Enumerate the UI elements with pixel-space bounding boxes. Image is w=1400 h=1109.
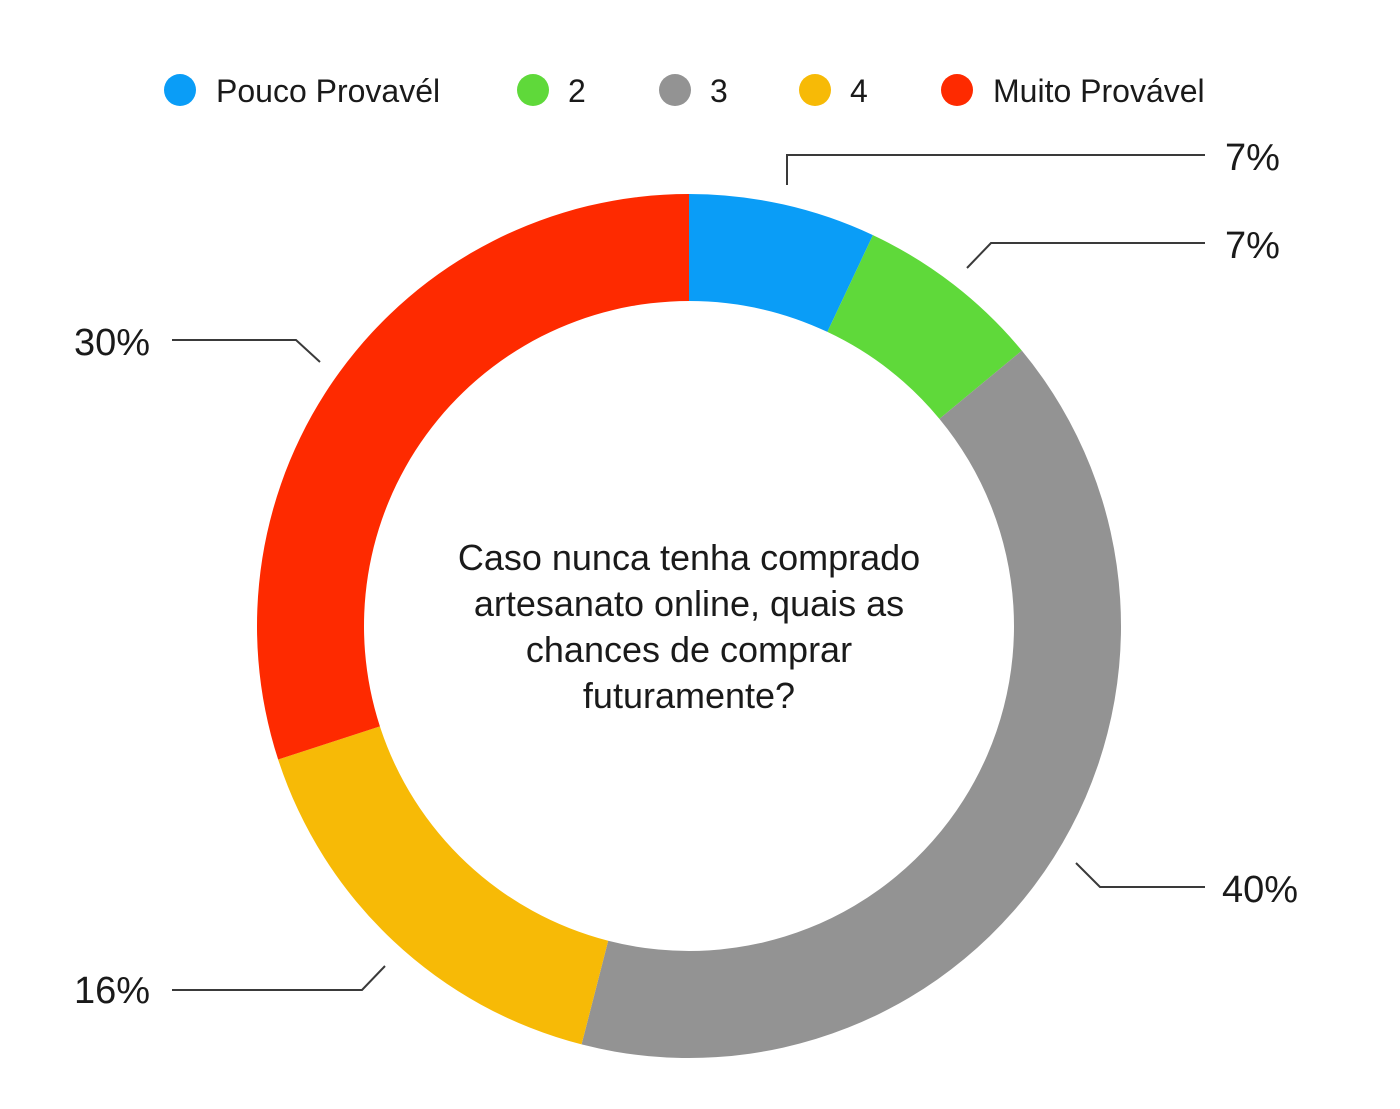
- legend-dot-0: [164, 74, 196, 106]
- slice-labels: 7% 7% 40% 16% 30%: [74, 137, 1298, 1012]
- slice-3: [581, 350, 1121, 1059]
- slice-value-label-3: 16%: [74, 970, 150, 1012]
- leader-line-4: [172, 339, 321, 363]
- slice-muito-provável: [256, 194, 689, 760]
- chart-title-line-3: futuramente?: [583, 675, 795, 716]
- slice-value-label-4: 30%: [74, 322, 150, 364]
- leader-line-3: [172, 965, 386, 991]
- legend-label-3: 4: [850, 73, 868, 109]
- chart-title-line-0: Caso nunca tenha comprado: [458, 537, 920, 578]
- legend-label-1: 2: [568, 73, 586, 109]
- chart-title: Caso nunca tenha comprado artesanato onli…: [458, 537, 920, 716]
- leader-line-2: [1075, 862, 1205, 888]
- chart-legend: Pouco Provavél 2 3 4 Muito Provável: [164, 73, 1205, 109]
- legend-label-2: 3: [710, 73, 728, 109]
- slice-2: [827, 235, 1022, 419]
- leader-line-1: [966, 242, 1205, 269]
- slice-value-label-1: 7%: [1225, 225, 1280, 267]
- legend-dot-3: [799, 74, 831, 106]
- chart-title-line-2: chances de comprar: [526, 629, 852, 670]
- chart-title-line-1: artesanato online, quais as: [474, 583, 904, 624]
- legend-dot-1: [517, 74, 549, 106]
- slice-4: [278, 726, 609, 1045]
- slice-pouco-provavél: [689, 194, 873, 332]
- slice-value-label-2: 40%: [1222, 869, 1298, 911]
- leader-line-0: [786, 154, 1205, 185]
- legend-label-0: Pouco Provavél: [216, 73, 440, 109]
- donut-slices: [256, 194, 1121, 1059]
- legend-dot-2: [659, 74, 691, 106]
- legend-dot-4: [941, 74, 973, 106]
- legend-label-4: Muito Provável: [993, 73, 1205, 109]
- slice-value-label-0: 7%: [1225, 137, 1280, 179]
